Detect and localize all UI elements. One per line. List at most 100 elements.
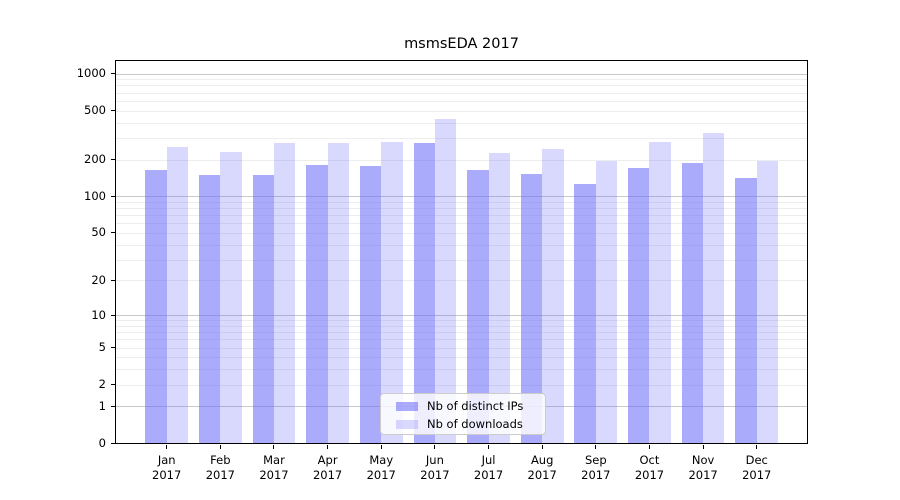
y-tick-label: 1000 [76,66,106,81]
x-tick-label: Nov 2017 [688,452,718,482]
plot-border [115,60,808,444]
gridline-minor [116,201,807,203]
gridline-minor [116,232,807,234]
x-tick-label: Oct 2017 [634,452,665,482]
bar-distinct-ips-apr [306,165,328,444]
x-tick-mark [595,444,597,449]
legend-label-distinct-ips: Nb of distinct IPs [427,399,524,413]
bar-distinct-ips-sep [574,184,596,444]
gridline-minor [116,85,807,87]
y-tick-mark [110,405,115,407]
bar-distinct-ips-oct [628,168,650,444]
bar-distinct-ips-nov [681,162,704,444]
gridline-minor [116,244,807,246]
bar-distinct-ips-jun [413,143,435,444]
gridline-major [116,315,807,317]
bar-downloads-dec [756,160,779,444]
gridline-minor [116,79,807,81]
y-tick-label: 100 [84,188,106,203]
y-tick-label: 200 [84,152,106,167]
legend: Nb of distinct IPs Nb of downloads [380,393,546,435]
x-tick-label: May 2017 [366,452,396,482]
bar-downloads-mar [273,143,296,444]
y-tick-mark [110,314,115,316]
bar-distinct-ips-aug [520,173,543,444]
bar-distinct-ips-jan [145,169,167,444]
x-tick-label: Jan 2017 [152,452,182,482]
legend-label-downloads: Nb of downloads [427,417,523,431]
y-tick-mark [110,195,115,197]
gridline-major [116,73,807,75]
x-tick-mark [219,444,221,449]
y-tick-label: 10 [91,307,106,322]
legend-swatch-distinct-ips [396,402,418,411]
gridline-minor [116,100,807,102]
gridline-minor [116,339,807,341]
gridline-major [116,196,807,198]
bar-distinct-ips-may [359,166,382,444]
x-tick-label: Jul 2017 [473,452,504,482]
bar-distinct-ips-mar [252,174,274,444]
x-tick-mark [702,444,704,449]
x-tick-label: Aug 2017 [527,452,557,482]
gridline-minor [116,110,807,112]
y-tick-label: 500 [84,103,106,118]
gridline-minor [116,259,807,261]
gridline-minor [116,92,807,94]
bar-distinct-ips-dec [735,177,757,444]
chart-title: msmsEDA 2017 [404,36,519,52]
y-tick-mark [110,232,115,234]
gridline-minor [116,347,807,349]
y-tick-label: 0 [98,436,106,450]
gridline-minor [116,159,807,161]
gridline-minor [116,208,807,210]
bar-downloads-may [381,142,403,444]
x-tick-label: Sep 2017 [581,452,611,482]
y-tick-label: 20 [91,272,106,287]
legend-item-distinct-ips: Nb of distinct IPs [381,398,545,414]
x-tick-label: Feb 2017 [205,452,235,482]
x-tick-mark [756,444,758,449]
bar-downloads-jan [166,146,189,444]
bar-downloads-oct [649,142,671,444]
x-tick-mark [273,444,275,449]
y-tick-mark [110,443,115,444]
x-tick-mark [488,444,490,449]
legend-item-downloads: Nb of downloads [381,416,545,432]
bar-downloads-jul [488,152,510,444]
gridline-minor [116,137,807,139]
gridline-minor [116,325,807,327]
y-tick-label: 5 [98,340,106,355]
gridline-minor [116,320,807,322]
x-tick-mark [648,444,650,449]
x-tick-label: Apr 2017 [312,452,343,482]
y-tick-label: 2 [98,377,106,392]
legend-swatch-downloads [396,420,418,429]
y-tick-mark [110,384,115,386]
bar-downloads-jun [434,119,457,444]
x-tick-mark [327,444,329,449]
bar-distinct-ips-feb [198,174,221,444]
y-tick-label: 1 [98,398,106,413]
x-tick-mark [434,444,436,449]
x-tick-mark [541,444,543,449]
x-tick-label: Dec 2017 [742,452,772,482]
gridline-minor [116,215,807,217]
gridline-minor [116,223,807,225]
y-tick-mark [110,73,115,75]
bar-downloads-aug [542,148,564,444]
bar-downloads-sep [595,160,618,444]
y-tick-mark [110,279,115,281]
gridline-minor [116,384,807,386]
gridline-minor [116,369,807,371]
x-tick-label: Jun 2017 [420,452,450,482]
bar-distinct-ips-jul [467,169,489,444]
gridline-minor [116,122,807,124]
gridline-minor [116,280,807,282]
y-tick-label: 50 [91,225,106,240]
y-tick-mark [110,159,115,161]
x-tick-mark [166,444,168,449]
bar-downloads-apr [327,143,349,444]
y-tick-mark [110,347,115,349]
